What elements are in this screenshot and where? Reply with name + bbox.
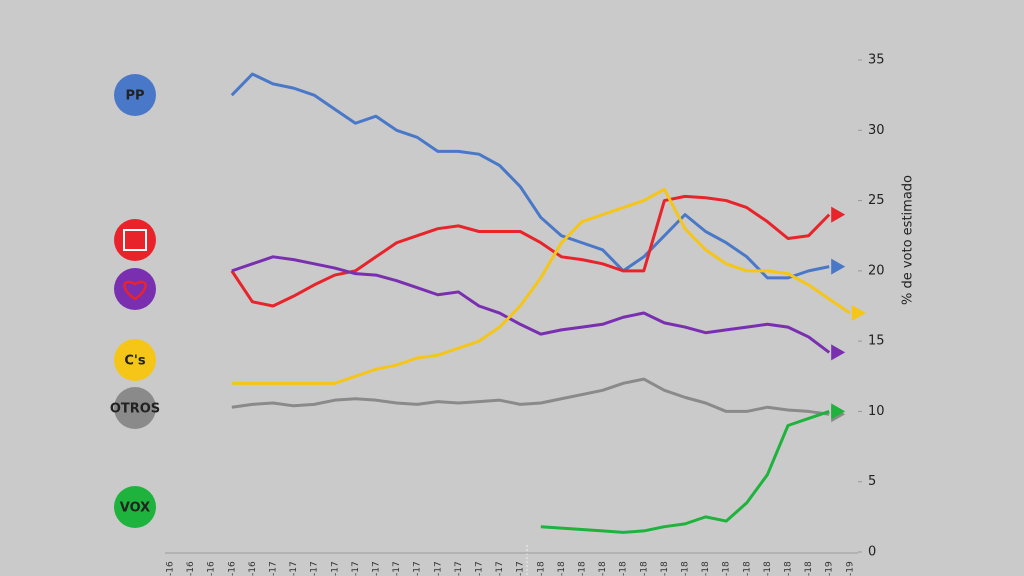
x-tick-label: -18 [784,561,794,576]
x-tick-label: -18 [742,561,752,576]
series-line [231,377,830,416]
x-tick-label: -17 [351,561,361,576]
y-tick-label: 20 [868,263,885,278]
party-logo [114,74,156,116]
x-tick-label: -17 [269,561,279,576]
party-logo [114,219,156,261]
y-tick-label: 25 [868,193,885,208]
x-tick-label: -18 [619,561,629,576]
end-arrow [831,206,846,223]
series-line [231,187,851,385]
x-tick-label: -17 [413,561,423,576]
y-tick-label: 10 [868,404,885,419]
x-tick-label: -18 [804,561,814,576]
end-arrow [831,344,846,361]
x-tick-label: -19 [845,561,855,576]
party-logo-text: OTROS [110,402,160,417]
series-line [540,410,830,534]
party-logo [114,268,156,310]
series-line [230,194,831,308]
x-tick-label: -16 [207,561,217,576]
series-line [231,255,831,354]
x-tick-label: -17 [310,561,320,576]
x-tick-label: -16 [166,561,176,576]
y-axis-label: % de voto estimado [901,175,916,305]
x-tick-label: -17 [289,561,299,576]
x-tick-label: -16 [227,561,237,576]
series-line [230,72,830,280]
x-tick-label: -18 [557,561,567,576]
x-tick-label: -17 [433,561,443,576]
x-tick-label: -18 [598,561,608,576]
y-tick-label: 15 [868,334,885,349]
x-tick-label: -16 [186,561,196,576]
x-tick-label: -18 [763,561,773,576]
y-tick-label: 35 [868,53,885,68]
x-tick-label: -19 [825,561,835,576]
x-tick-label: -18 [639,561,649,576]
x-tick-label: -18 [722,561,732,576]
x-tick-label: -17 [330,561,340,576]
x-tick-label: -18 [681,561,691,576]
end-arrow [831,403,846,420]
x-tick-label: -17 [516,561,526,576]
x-tick-label: -16 [248,561,258,576]
x-tick-label: -18 [701,561,711,576]
x-tick-label: -17 [372,561,382,576]
y-tick-label: 5 [868,474,876,489]
x-tick-label: -18 [536,561,546,576]
x-tick-label: -17 [495,561,505,576]
y-tick-label: 0 [868,545,876,560]
x-tick-label: -17 [454,561,464,576]
party-logo-text: C's [124,354,146,369]
x-tick-label: -18 [578,561,588,576]
y-tick-label: 30 [868,123,885,138]
end-arrow [851,305,866,322]
x-tick-label: -17 [392,561,402,576]
party-logo-icon [123,229,147,251]
x-tick-label: -17 [475,561,485,576]
party-logo [114,339,156,381]
party-logo [114,387,156,429]
party-logo [114,486,156,528]
party-logo-text: VOX [120,501,150,516]
party-logo-text: PP [125,89,144,104]
end-arrow [831,258,846,275]
x-tick-label: -18 [660,561,670,576]
party-logo-icon [123,280,147,301]
